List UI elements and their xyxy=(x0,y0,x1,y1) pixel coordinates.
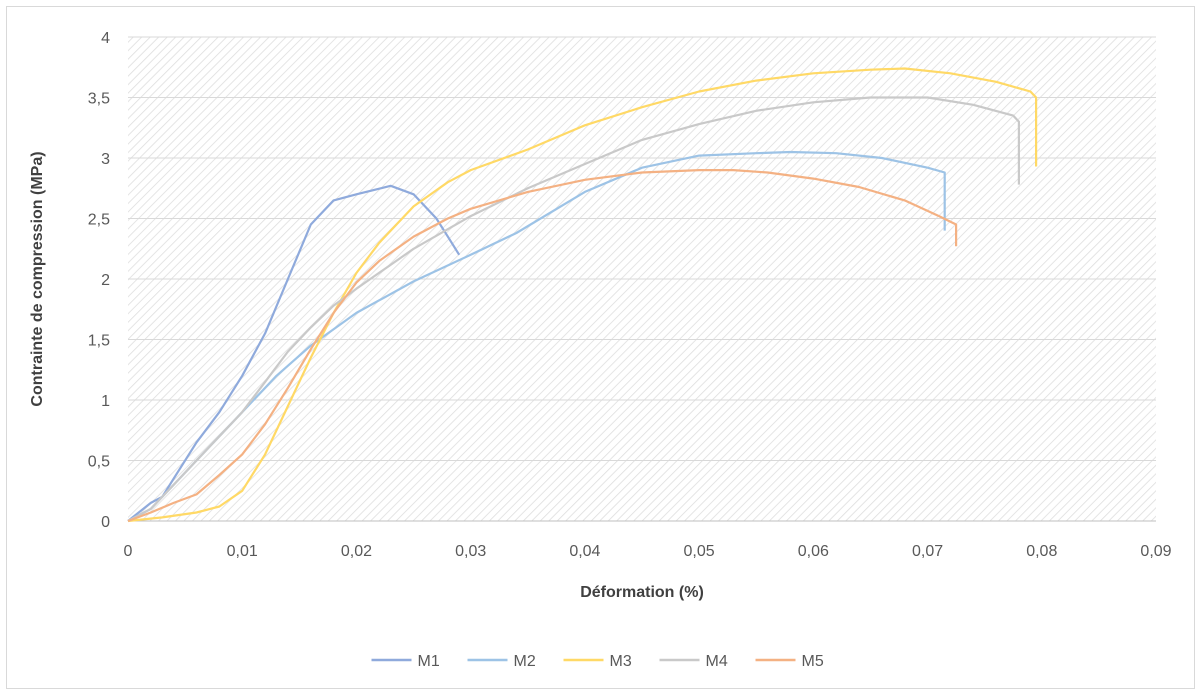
x-axis-title: Déformation (%) xyxy=(580,584,704,601)
x-tick-label: 0,09 xyxy=(1140,543,1171,560)
x-tick-label: 0,03 xyxy=(455,543,486,560)
x-tick-label: 0,06 xyxy=(798,543,829,560)
legend: M1 M2 M3 M4 M5 xyxy=(371,653,824,670)
y-tick-label: 4 xyxy=(101,30,110,47)
series-line-m3 xyxy=(127,67,1038,523)
series-line-m5 xyxy=(127,169,958,523)
y-tick-label: 2,5 xyxy=(88,212,110,229)
y-tick-label: 0 xyxy=(101,514,110,531)
x-tick-label: 0,07 xyxy=(912,543,943,560)
x-axis-ticks: 0 0,01 0,02 0,03 0,04 0,05 0,06 0,07 0,08 0,09 xyxy=(124,543,1172,560)
x-tick-label: 0,08 xyxy=(1026,543,1057,560)
legend-label-m1: M1 xyxy=(418,653,440,670)
y-tick-label: 3 xyxy=(101,151,110,168)
x-tick-label: 0,02 xyxy=(341,543,372,560)
series-line-m4 xyxy=(127,96,1020,522)
legend-label-m2: M2 xyxy=(514,653,536,670)
y-tick-label: 3,5 xyxy=(88,91,110,108)
gridlines xyxy=(128,36,1156,522)
x-tick-label: 0 xyxy=(124,543,133,560)
y-tick-label: 0,5 xyxy=(88,454,110,471)
legend-label-m4: M4 xyxy=(706,653,728,670)
series-lines xyxy=(127,67,1038,523)
y-axis-ticks: 0 0,5 1 1,5 2 2,5 3 3,5 4 xyxy=(88,30,110,531)
x-tick-label: 0,05 xyxy=(684,543,715,560)
y-tick-label: 1 xyxy=(101,393,110,410)
x-tick-label: 0,04 xyxy=(569,543,600,560)
x-tick-label: 0,01 xyxy=(227,543,258,560)
y-tick-label: 2 xyxy=(101,272,110,289)
y-axis-title: Contrainte de compression (MPa) xyxy=(29,151,46,406)
y-tick-label: 1,5 xyxy=(88,333,110,350)
legend-label-m3: M3 xyxy=(610,653,632,670)
legend-label-m5: M5 xyxy=(802,653,824,670)
